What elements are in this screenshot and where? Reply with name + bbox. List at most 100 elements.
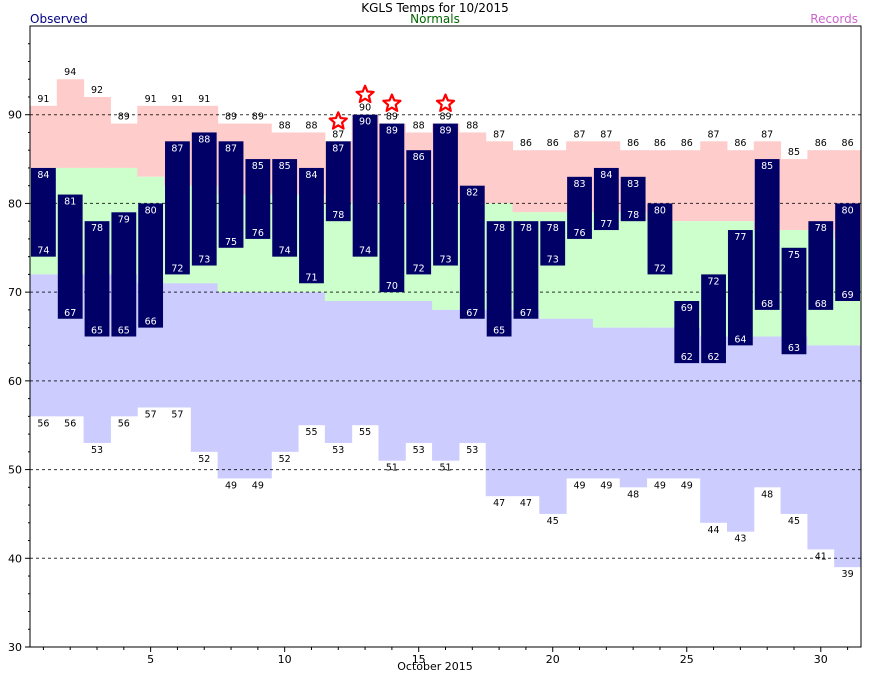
observed-bar bbox=[84, 221, 110, 337]
observed-bar bbox=[567, 176, 592, 239]
record-low-band bbox=[592, 327, 621, 479]
legend-observed: Observed bbox=[30, 12, 88, 26]
record-high-label: 88 bbox=[466, 120, 478, 131]
chart-title: KGLS Temps for 10/2015 bbox=[361, 1, 509, 15]
legend-records: Records bbox=[810, 12, 858, 26]
observed-bar bbox=[808, 221, 834, 310]
observed-low-label: 77 bbox=[600, 219, 612, 230]
observed-bar bbox=[352, 114, 378, 257]
record-low-label: 49 bbox=[600, 480, 612, 491]
normal-band bbox=[592, 212, 621, 328]
observed-low-label: 74 bbox=[37, 246, 49, 257]
record-low-label: 53 bbox=[466, 445, 478, 456]
record-high-label: 87 bbox=[708, 129, 720, 140]
observed-bar bbox=[191, 132, 217, 266]
record-low-band bbox=[351, 301, 379, 426]
observed-bar bbox=[486, 221, 512, 337]
observed-bar bbox=[272, 159, 298, 257]
observed-high-label: 84 bbox=[37, 170, 49, 181]
record-star-icon bbox=[382, 93, 402, 112]
record-high-label: 91 bbox=[171, 94, 183, 105]
record-low-band bbox=[619, 327, 648, 488]
observed-high-label: 84 bbox=[305, 170, 317, 181]
observed-high-label: 78 bbox=[547, 223, 559, 234]
record-high-band bbox=[485, 141, 514, 204]
record-low-band bbox=[324, 301, 353, 443]
record-high-band bbox=[83, 96, 111, 168]
observed-high-label: 78 bbox=[815, 223, 827, 234]
record-high-label: 87 bbox=[332, 129, 344, 140]
record-low-band bbox=[432, 309, 460, 461]
observed-high-label: 87 bbox=[171, 143, 183, 154]
record-low-band bbox=[834, 345, 862, 568]
record-high-band bbox=[726, 150, 755, 222]
record-low-label: 52 bbox=[198, 454, 210, 465]
observed-high-label: 75 bbox=[788, 250, 800, 261]
observed-bar bbox=[647, 203, 673, 275]
record-low-band bbox=[726, 336, 755, 532]
record-high-label: 91 bbox=[198, 94, 210, 105]
record-low-band bbox=[298, 292, 326, 426]
observed-bar bbox=[674, 301, 700, 364]
observed-bar bbox=[138, 203, 164, 328]
record-low-label: 51 bbox=[439, 463, 451, 474]
x-tick-label: 15 bbox=[412, 653, 426, 666]
observed-high-label: 88 bbox=[198, 134, 210, 145]
record-high-label: 91 bbox=[145, 94, 157, 105]
observed-bar bbox=[57, 194, 83, 319]
record-low-label: 49 bbox=[681, 480, 693, 491]
observed-bar bbox=[835, 203, 860, 302]
y-tick-label: 80 bbox=[8, 197, 22, 210]
record-low-band bbox=[780, 336, 808, 514]
record-high-label: 92 bbox=[91, 85, 103, 96]
observed-bar bbox=[218, 141, 244, 248]
record-low-label: 48 bbox=[761, 489, 773, 500]
record-low-band bbox=[244, 292, 272, 479]
record-high-label: 94 bbox=[64, 67, 76, 78]
observed-bar bbox=[754, 159, 780, 310]
record-high-band bbox=[56, 79, 85, 168]
observed-high-label: 87 bbox=[225, 143, 237, 154]
y-tick-label: 50 bbox=[8, 464, 22, 477]
observed-low-label: 73 bbox=[198, 255, 210, 266]
record-low-label: 56 bbox=[64, 418, 76, 429]
record-low-band bbox=[807, 345, 835, 550]
record-high-band bbox=[780, 159, 808, 231]
observed-low-label: 69 bbox=[842, 290, 854, 301]
record-high-label: 86 bbox=[547, 138, 559, 149]
y-tick-label: 90 bbox=[8, 109, 22, 122]
x-tick-label: 30 bbox=[814, 653, 828, 666]
x-tick-label: 5 bbox=[147, 653, 154, 666]
observed-low-label: 73 bbox=[439, 255, 451, 266]
record-low-label: 49 bbox=[654, 480, 666, 491]
record-low-label: 47 bbox=[520, 498, 532, 509]
record-low-label: 47 bbox=[493, 498, 505, 509]
record-low-label: 53 bbox=[91, 445, 103, 456]
observed-high-label: 80 bbox=[654, 205, 666, 216]
record-high-label: 86 bbox=[815, 138, 827, 149]
observed-low-label: 64 bbox=[734, 334, 746, 345]
observed-low-label: 66 bbox=[145, 317, 157, 328]
observed-high-label: 89 bbox=[439, 126, 451, 137]
y-tick-label: 40 bbox=[8, 552, 22, 565]
record-low-label: 55 bbox=[305, 427, 317, 438]
observed-low-label: 62 bbox=[708, 352, 720, 363]
record-high-label: 86 bbox=[520, 138, 532, 149]
record-low-label: 45 bbox=[547, 516, 559, 527]
record-low-label: 39 bbox=[842, 569, 854, 580]
record-low-label: 45 bbox=[788, 516, 800, 527]
observed-high-label: 89 bbox=[386, 126, 398, 137]
observed-high-label: 85 bbox=[279, 161, 291, 172]
observed-low-label: 67 bbox=[64, 308, 76, 319]
observed-high-label: 78 bbox=[91, 223, 103, 234]
observed-high-label: 79 bbox=[118, 214, 130, 225]
record-low-band bbox=[217, 292, 245, 479]
record-high-band bbox=[110, 123, 138, 168]
observed-low-label: 71 bbox=[305, 272, 317, 283]
record-high-band bbox=[700, 141, 728, 222]
observed-high-label: 69 bbox=[681, 303, 693, 314]
observed-low-label: 70 bbox=[386, 281, 398, 292]
record-low-label: 57 bbox=[145, 409, 157, 420]
y-tick-label: 30 bbox=[8, 641, 22, 654]
record-low-label: 52 bbox=[279, 454, 291, 465]
